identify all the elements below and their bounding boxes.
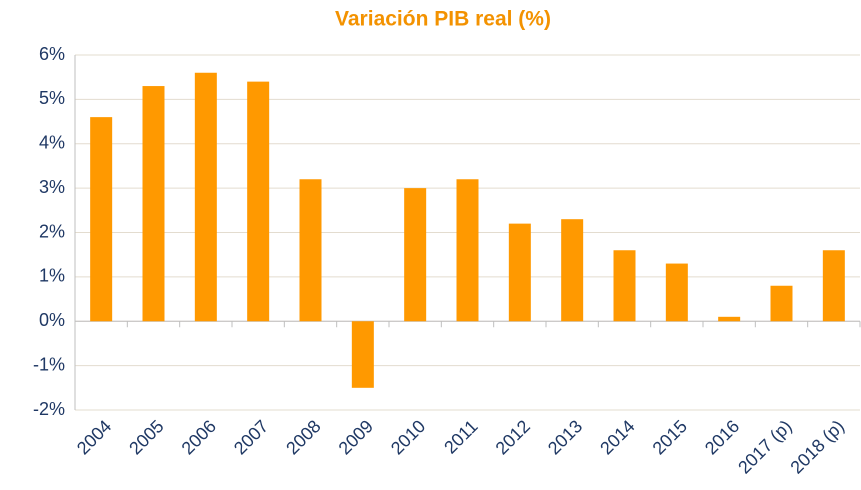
y-tick-label: 1% [39,266,65,286]
bar [718,316,741,322]
bar [351,321,374,388]
bar [508,223,531,322]
bar [142,86,165,322]
x-tick-label: 2011 [440,416,482,458]
bar [194,72,217,322]
x-tick-label: 2018 (p) [786,416,848,478]
y-tick-label: 0% [39,310,65,330]
bar [561,219,584,322]
x-tick-label: 2017 (p) [734,416,796,478]
chart-title: Variación PIB real (%) [335,8,551,31]
bar [247,81,270,322]
x-tick-label: 2010 [387,416,429,458]
x-tick-label: 2016 [701,416,743,458]
bar [770,285,793,322]
x-tick-label: 2007 [230,416,272,458]
bar [665,263,688,322]
y-tick-label: 2% [39,221,65,241]
bar [456,179,479,322]
y-tick-label: 6% [39,44,65,64]
bar [822,250,845,322]
y-tick-label: -1% [33,354,65,374]
y-tick-label: 5% [39,88,65,108]
x-tick-label: 2015 [649,416,691,458]
x-tick-label: 2013 [544,416,586,458]
y-tick-label: 3% [39,177,65,197]
y-tick-label: -2% [33,399,65,419]
x-tick-label: 2014 [596,416,638,458]
x-tick-label: 2004 [73,416,115,458]
x-tick-label: 2009 [335,416,377,458]
bar [90,117,113,322]
y-tick-label: 4% [39,133,65,153]
x-tick-label: 2005 [125,416,167,458]
x-tick-label: 2006 [178,416,220,458]
x-tick-label: 2008 [282,416,324,458]
bar [613,250,636,322]
bar [299,179,322,322]
x-tick-label: 2012 [492,416,534,458]
bar [404,188,427,322]
